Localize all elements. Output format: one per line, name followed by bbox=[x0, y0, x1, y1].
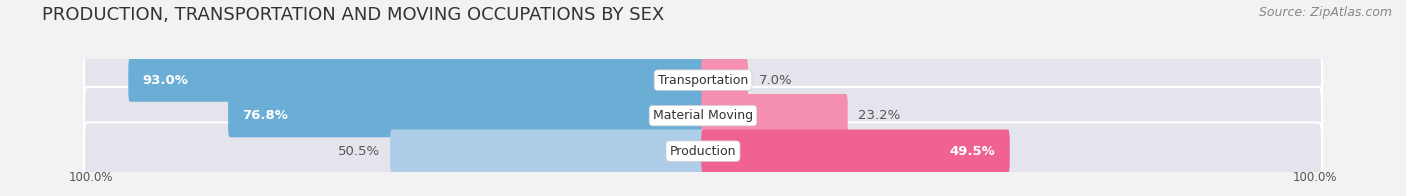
Text: Source: ZipAtlas.com: Source: ZipAtlas.com bbox=[1258, 6, 1392, 19]
FancyBboxPatch shape bbox=[702, 94, 848, 137]
FancyBboxPatch shape bbox=[84, 51, 1322, 109]
FancyBboxPatch shape bbox=[389, 130, 704, 173]
Text: 93.0%: 93.0% bbox=[142, 74, 188, 87]
Text: 7.0%: 7.0% bbox=[758, 74, 792, 87]
FancyBboxPatch shape bbox=[702, 130, 1010, 173]
FancyBboxPatch shape bbox=[128, 58, 704, 102]
Text: 100.0%: 100.0% bbox=[69, 171, 112, 184]
Text: 23.2%: 23.2% bbox=[858, 109, 900, 122]
FancyBboxPatch shape bbox=[84, 122, 1322, 180]
Text: Material Moving: Material Moving bbox=[652, 109, 754, 122]
FancyBboxPatch shape bbox=[84, 87, 1322, 144]
Text: Production: Production bbox=[669, 145, 737, 158]
Text: PRODUCTION, TRANSPORTATION AND MOVING OCCUPATIONS BY SEX: PRODUCTION, TRANSPORTATION AND MOVING OC… bbox=[42, 6, 665, 24]
Text: 100.0%: 100.0% bbox=[1294, 171, 1337, 184]
Text: Transportation: Transportation bbox=[658, 74, 748, 87]
Text: 76.8%: 76.8% bbox=[242, 109, 288, 122]
FancyBboxPatch shape bbox=[702, 58, 748, 102]
Text: 50.5%: 50.5% bbox=[337, 145, 380, 158]
Text: 49.5%: 49.5% bbox=[950, 145, 995, 158]
FancyBboxPatch shape bbox=[228, 94, 704, 137]
